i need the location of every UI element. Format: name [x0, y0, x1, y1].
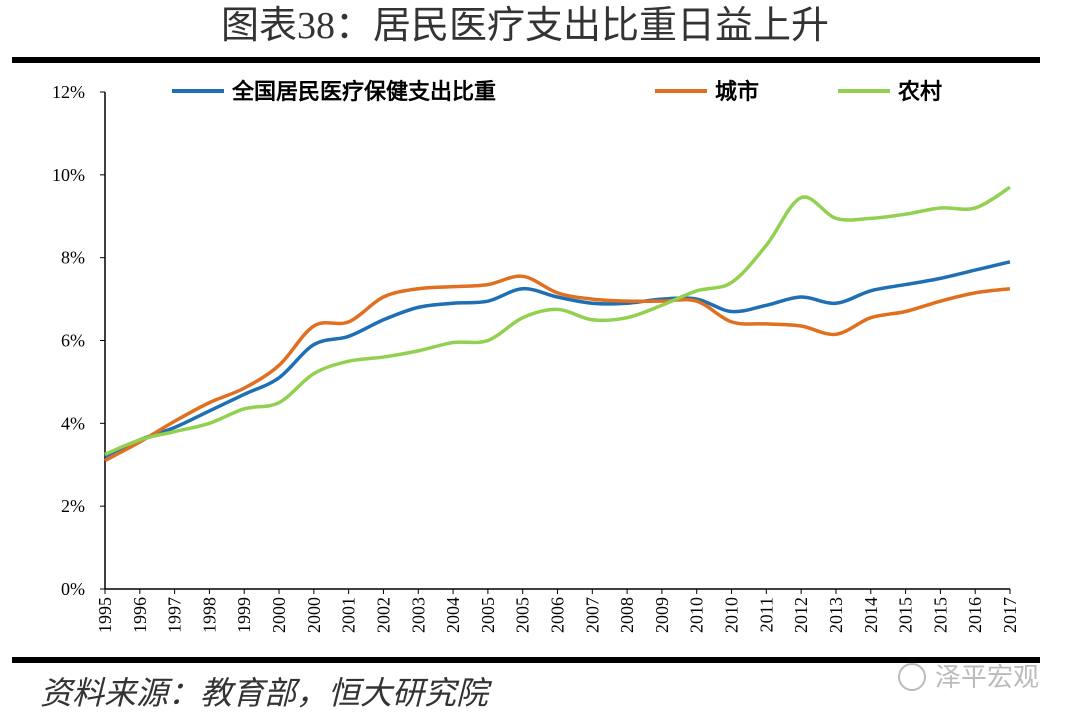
legend-label: 全国居民医疗保健支出比重	[231, 79, 496, 105]
wechat-icon	[898, 663, 926, 691]
x-tick-label: 2015	[930, 597, 950, 633]
x-tick-label: 2010	[722, 597, 742, 633]
series-line	[104, 274, 1011, 463]
x-tick-label: 2013	[826, 597, 846, 633]
x-tick-label: 1995	[95, 597, 115, 633]
x-tick-label: 2012	[791, 597, 811, 633]
x-tick-label: 1999	[234, 597, 254, 633]
x-tick-label: 2000	[304, 597, 324, 633]
x-tick-label: 2000	[269, 597, 289, 633]
y-tick-label: 12%	[52, 82, 85, 102]
y-tick-label: 8%	[61, 248, 85, 268]
x-tick-label: 2016	[965, 597, 985, 633]
y-tick-label: 6%	[61, 331, 85, 351]
x-tick-label: 2006	[548, 597, 568, 633]
y-tick-label: 4%	[61, 413, 85, 433]
x-tick-label: 2005	[513, 597, 533, 633]
bottom-rule	[12, 657, 1040, 663]
x-tick-label: 2001	[339, 597, 359, 633]
x-tick-label: 2004	[443, 597, 463, 633]
chart-title: 图表38：居民医疗支出比重日益上升	[221, 5, 829, 47]
source: 资料来源：教育部，恒大研究院	[40, 675, 493, 711]
x-tick-label: 1997	[165, 597, 185, 633]
x-tick-label: 2008	[617, 597, 637, 633]
x-tick-label: 2002	[373, 597, 393, 633]
x-tick-label: 2015	[896, 597, 916, 633]
series-line	[104, 260, 1011, 459]
series-line	[104, 185, 1011, 457]
x-tick-label: 2010	[687, 597, 707, 633]
legend-label: 城市	[715, 79, 759, 105]
x-tick-label: 2003	[408, 597, 428, 633]
watermark: 泽平宏观	[935, 663, 1039, 693]
legend-label: 农村	[897, 79, 942, 105]
x-tick-label: 1996	[130, 597, 150, 633]
y-tick-label: 2%	[61, 496, 85, 516]
x-tick-label: 2009	[652, 597, 672, 633]
x-tick-label: 2014	[861, 597, 881, 633]
y-tick-label: 0%	[61, 579, 85, 599]
x-tick-label: 2005	[478, 597, 498, 633]
x-tick-label: 1998	[199, 597, 219, 633]
y-tick-label: 10%	[52, 165, 85, 185]
x-tick-label: 2007	[582, 597, 602, 633]
x-tick-label: 2017	[1000, 597, 1020, 633]
top-rule	[12, 57, 1040, 63]
x-tick-label: 2011	[756, 597, 776, 632]
